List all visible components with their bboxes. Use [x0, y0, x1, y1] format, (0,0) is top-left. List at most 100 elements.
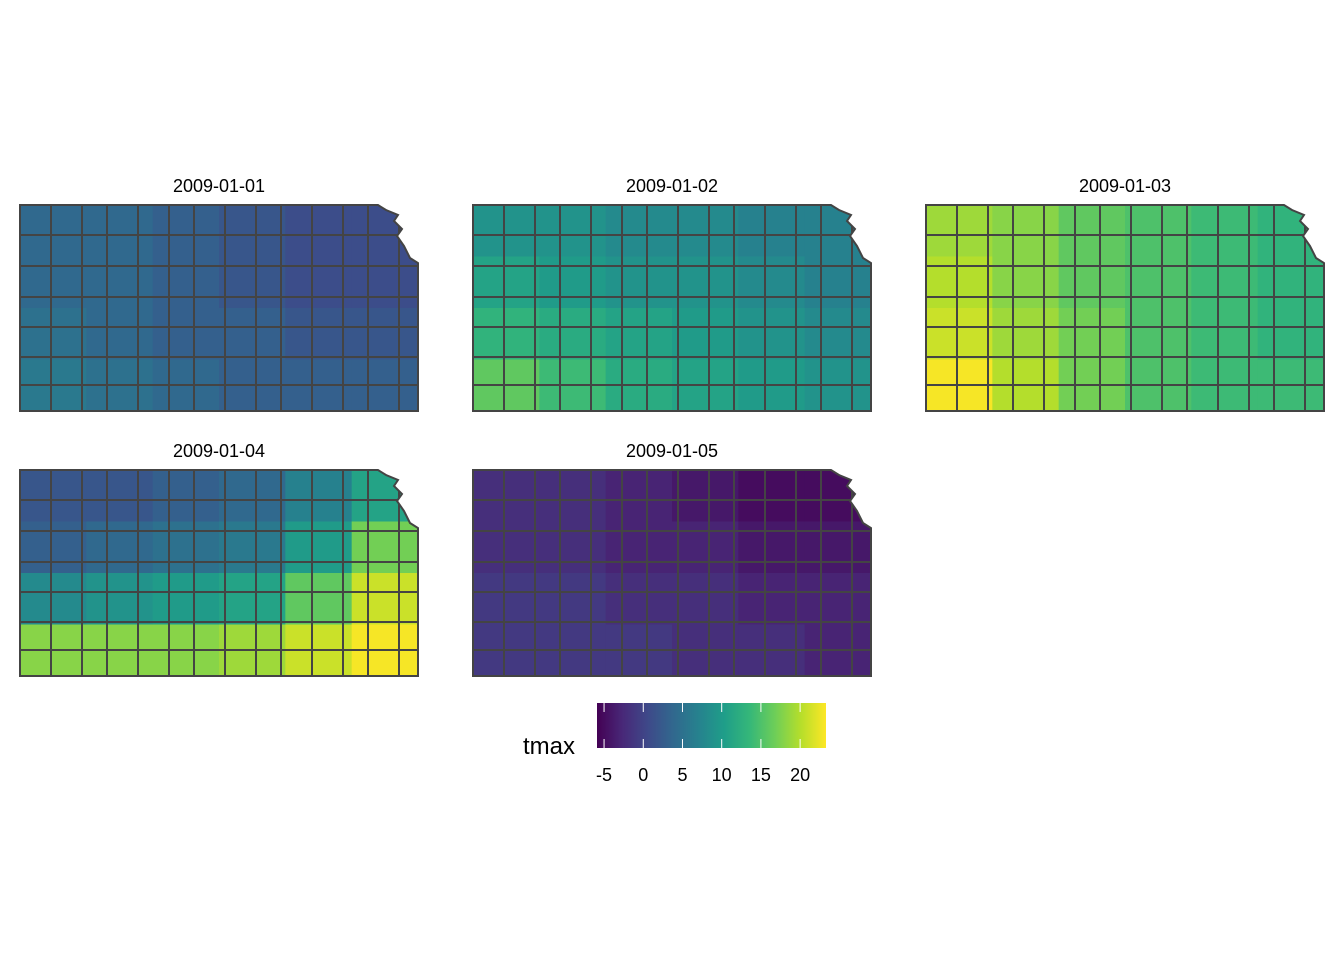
temperature-cell — [351, 470, 418, 523]
temperature-cell — [804, 521, 871, 574]
temperature-cell — [219, 521, 286, 574]
temperature-cell — [926, 256, 993, 309]
temperature-cell — [992, 308, 1060, 361]
temperature-cell — [605, 573, 673, 626]
temperature-cell — [285, 308, 353, 361]
temperature-cell — [1058, 205, 1126, 258]
temperature-cell — [152, 256, 220, 309]
temperature-cell — [672, 308, 739, 361]
temperature-cell — [539, 470, 607, 523]
temperature-cell — [992, 205, 1060, 258]
temperature-cell — [738, 573, 806, 626]
map-panel — [473, 470, 871, 676]
temperature-cell — [804, 256, 871, 309]
temperature-cell — [672, 573, 739, 626]
temperature-cell — [1125, 308, 1192, 361]
temperature-cell — [152, 573, 220, 626]
temperature-cell — [738, 470, 806, 523]
colorbar — [597, 703, 826, 748]
temperature-cell — [219, 470, 286, 523]
temperature-cell — [473, 573, 540, 626]
temperature-cell — [351, 308, 418, 361]
temperature-cell — [219, 573, 286, 626]
temperature-cell — [672, 521, 739, 574]
temperature-cell — [86, 256, 154, 309]
map-panel — [20, 470, 418, 676]
temperature-cell — [605, 256, 673, 309]
colorbar-label: 5 — [677, 765, 687, 785]
state-outline — [472, 469, 872, 677]
temperature-cell — [605, 308, 673, 361]
temperature-cell — [351, 521, 418, 574]
temperature-cell — [473, 521, 540, 574]
temperature-cell — [1257, 308, 1324, 361]
temperature-cell — [672, 205, 739, 258]
colorbar-label: -5 — [596, 765, 612, 785]
temperature-cell — [539, 573, 607, 626]
temperature-cell — [285, 205, 353, 258]
temperature-cell — [20, 521, 87, 574]
temperature-cell — [738, 205, 806, 258]
temperature-cell — [1125, 205, 1192, 258]
temperature-cell — [86, 470, 154, 523]
temperature-cell — [1125, 256, 1192, 309]
temperature-cell — [20, 470, 87, 523]
temperature-cell — [285, 573, 353, 626]
state-outline — [19, 204, 419, 412]
temperature-cell — [1058, 256, 1126, 309]
temperature-cell — [1191, 308, 1259, 361]
colorbar-label: 10 — [712, 765, 732, 785]
temperature-cell — [804, 573, 871, 626]
temperature-cell — [20, 308, 87, 361]
temperature-cell — [219, 256, 286, 309]
temperature-cell — [926, 308, 993, 361]
state-outline — [472, 204, 872, 412]
temperature-cell — [539, 205, 607, 258]
legend-title: tmax — [523, 733, 575, 760]
colorbar-label: 20 — [790, 765, 810, 785]
temperature-cell — [539, 256, 607, 309]
temperature-cell — [219, 308, 286, 361]
map-panel — [473, 205, 871, 411]
temperature-cell — [351, 573, 418, 626]
temperature-cell — [473, 205, 540, 258]
colorbar-label: 0 — [638, 765, 648, 785]
temperature-cell — [20, 205, 87, 258]
temperature-cell — [86, 573, 154, 626]
temperature-cell — [992, 256, 1060, 309]
panel-title: 2009-01-01 — [173, 176, 265, 196]
temperature-cell — [1257, 256, 1324, 309]
temperature-cell — [152, 205, 220, 258]
temperature-cell — [152, 470, 220, 523]
temperature-cell — [804, 470, 871, 523]
temperature-cell — [1191, 205, 1259, 258]
panel-title: 2009-01-02 — [626, 176, 718, 196]
temperature-cell — [605, 521, 673, 574]
temperature-cell — [473, 470, 540, 523]
temperature-cell — [473, 256, 540, 309]
map-panel — [20, 205, 418, 411]
temperature-cell — [605, 205, 673, 258]
panel-title: 2009-01-05 — [626, 441, 718, 461]
temperature-cell — [539, 521, 607, 574]
temperature-cell — [672, 256, 739, 309]
temperature-cell — [86, 308, 154, 361]
temperature-cell — [672, 470, 739, 523]
temperature-cell — [473, 308, 540, 361]
temperature-cell — [1058, 308, 1126, 361]
temperature-cell — [152, 308, 220, 361]
temperature-cell — [20, 256, 87, 309]
panel-title: 2009-01-04 — [173, 441, 265, 461]
temperature-cell — [285, 470, 353, 523]
colorbar-label: 15 — [751, 765, 771, 785]
temperature-cell — [86, 205, 154, 258]
temperature-cell — [86, 521, 154, 574]
panel-title: 2009-01-03 — [1079, 176, 1171, 196]
temperature-cell — [152, 521, 220, 574]
temperature-cell — [1257, 205, 1324, 258]
temperature-cell — [351, 256, 418, 309]
temperature-cell — [926, 205, 993, 258]
temperature-cell — [219, 205, 286, 258]
temperature-cell — [738, 308, 806, 361]
